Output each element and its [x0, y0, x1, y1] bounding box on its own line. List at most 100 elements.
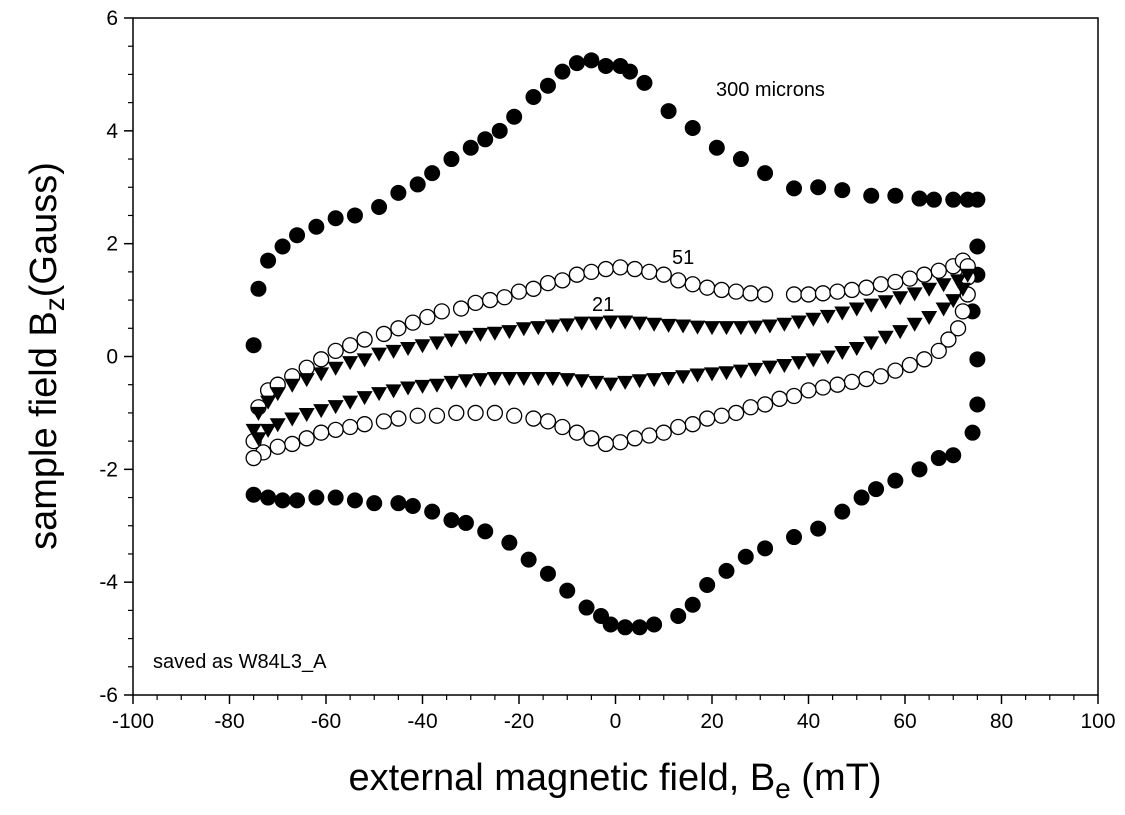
point — [559, 318, 576, 333]
point — [404, 498, 421, 515]
point — [631, 316, 648, 331]
point — [877, 295, 894, 310]
point — [747, 362, 764, 377]
point — [568, 266, 586, 283]
point — [757, 165, 774, 182]
point — [732, 364, 749, 379]
point — [756, 396, 774, 413]
point — [443, 333, 460, 348]
point — [583, 263, 600, 281]
point — [675, 319, 692, 334]
point — [486, 404, 504, 422]
point — [675, 370, 692, 385]
point — [530, 371, 547, 386]
point — [921, 282, 938, 297]
point — [520, 551, 537, 568]
point — [433, 303, 450, 320]
point — [371, 387, 388, 402]
point — [530, 321, 547, 336]
point — [501, 325, 518, 340]
point — [313, 351, 330, 368]
series-label: 21 — [592, 294, 614, 316]
point — [491, 122, 508, 139]
x-axis-label-unit: (mT) — [791, 757, 882, 799]
point — [597, 57, 614, 74]
point — [761, 360, 778, 375]
point — [409, 176, 426, 193]
point — [308, 489, 325, 506]
point — [969, 191, 986, 208]
point — [684, 596, 701, 613]
point — [583, 52, 600, 69]
x-tick-label: 80 — [990, 710, 1013, 733]
point — [969, 238, 986, 255]
point — [704, 321, 720, 336]
point — [250, 406, 267, 421]
point — [670, 272, 687, 289]
point — [916, 266, 933, 283]
point — [274, 492, 291, 509]
point — [250, 432, 267, 447]
point — [539, 275, 557, 292]
point — [718, 562, 735, 579]
x-axis-label: external magnetic field, Be (mT) — [349, 757, 882, 804]
y-axis-label-text: sample field B — [23, 311, 65, 550]
point — [313, 404, 330, 419]
point — [872, 368, 890, 385]
point — [655, 266, 672, 283]
point — [467, 294, 484, 312]
point — [727, 283, 745, 300]
point — [515, 322, 532, 337]
point — [327, 342, 344, 360]
y-tick-label: -6 — [99, 684, 118, 707]
point — [911, 190, 928, 207]
point — [887, 362, 904, 379]
point — [573, 316, 590, 331]
point — [843, 281, 861, 299]
point — [313, 424, 330, 441]
point — [414, 379, 431, 394]
point — [848, 342, 865, 357]
point — [641, 263, 658, 281]
point — [800, 286, 817, 303]
point — [921, 311, 938, 326]
point — [602, 315, 619, 330]
point — [284, 412, 301, 427]
point — [457, 374, 474, 389]
point — [853, 489, 870, 506]
point — [313, 367, 330, 382]
point — [496, 289, 513, 306]
point — [689, 368, 706, 383]
point — [868, 481, 885, 498]
x-tick-label: 40 — [797, 710, 820, 733]
point — [390, 495, 407, 512]
point — [732, 151, 749, 168]
point — [621, 63, 638, 80]
point — [626, 430, 643, 447]
y-tick-label: 0 — [106, 346, 118, 369]
point — [718, 366, 735, 381]
point — [834, 182, 851, 199]
y-axis-label-sub: z — [39, 297, 70, 311]
point — [477, 523, 494, 540]
point — [356, 331, 373, 348]
point — [390, 410, 407, 427]
point — [274, 238, 291, 255]
point — [554, 63, 571, 80]
point — [959, 268, 976, 283]
point — [612, 259, 629, 276]
point — [593, 608, 610, 625]
point — [371, 198, 388, 215]
point — [506, 108, 523, 125]
point — [887, 273, 904, 291]
point — [341, 337, 359, 354]
point — [660, 371, 677, 386]
point — [588, 316, 605, 331]
point — [945, 447, 962, 464]
y-tick-label: 6 — [106, 7, 118, 30]
point — [462, 139, 479, 156]
x-tick-label: 0 — [610, 710, 622, 733]
point — [298, 373, 315, 388]
point — [443, 151, 460, 168]
